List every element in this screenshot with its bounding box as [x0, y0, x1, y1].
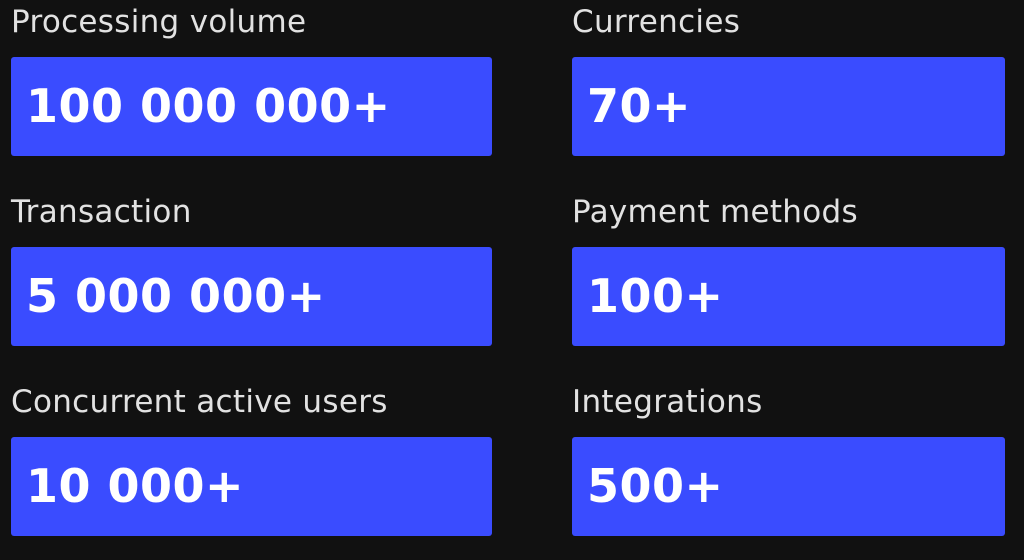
stat-label: Concurrent active users: [11, 384, 388, 420]
stat-value-box: 5 000 000+: [11, 247, 492, 346]
stat-label: Transaction: [11, 194, 192, 230]
stat-label: Integrations: [572, 384, 763, 420]
stat-value: 70+: [587, 79, 692, 133]
stat-value: 100 000 000+: [26, 79, 391, 133]
stat-label: Currencies: [572, 4, 741, 40]
stat-value-box: 70+: [572, 57, 1005, 156]
stat-value: 100+: [587, 269, 724, 323]
stat-value: 500+: [587, 459, 724, 513]
stat-value-box: 100+: [572, 247, 1005, 346]
stat-label: Processing volume: [11, 4, 307, 40]
stat-value: 5 000 000+: [26, 269, 326, 323]
stat-label: Payment methods: [572, 194, 858, 230]
stat-value: 10 000+: [26, 459, 245, 513]
stat-value-box: 100 000 000+: [11, 57, 492, 156]
stat-value-box: 10 000+: [11, 437, 492, 536]
stat-value-box: 500+: [572, 437, 1005, 536]
